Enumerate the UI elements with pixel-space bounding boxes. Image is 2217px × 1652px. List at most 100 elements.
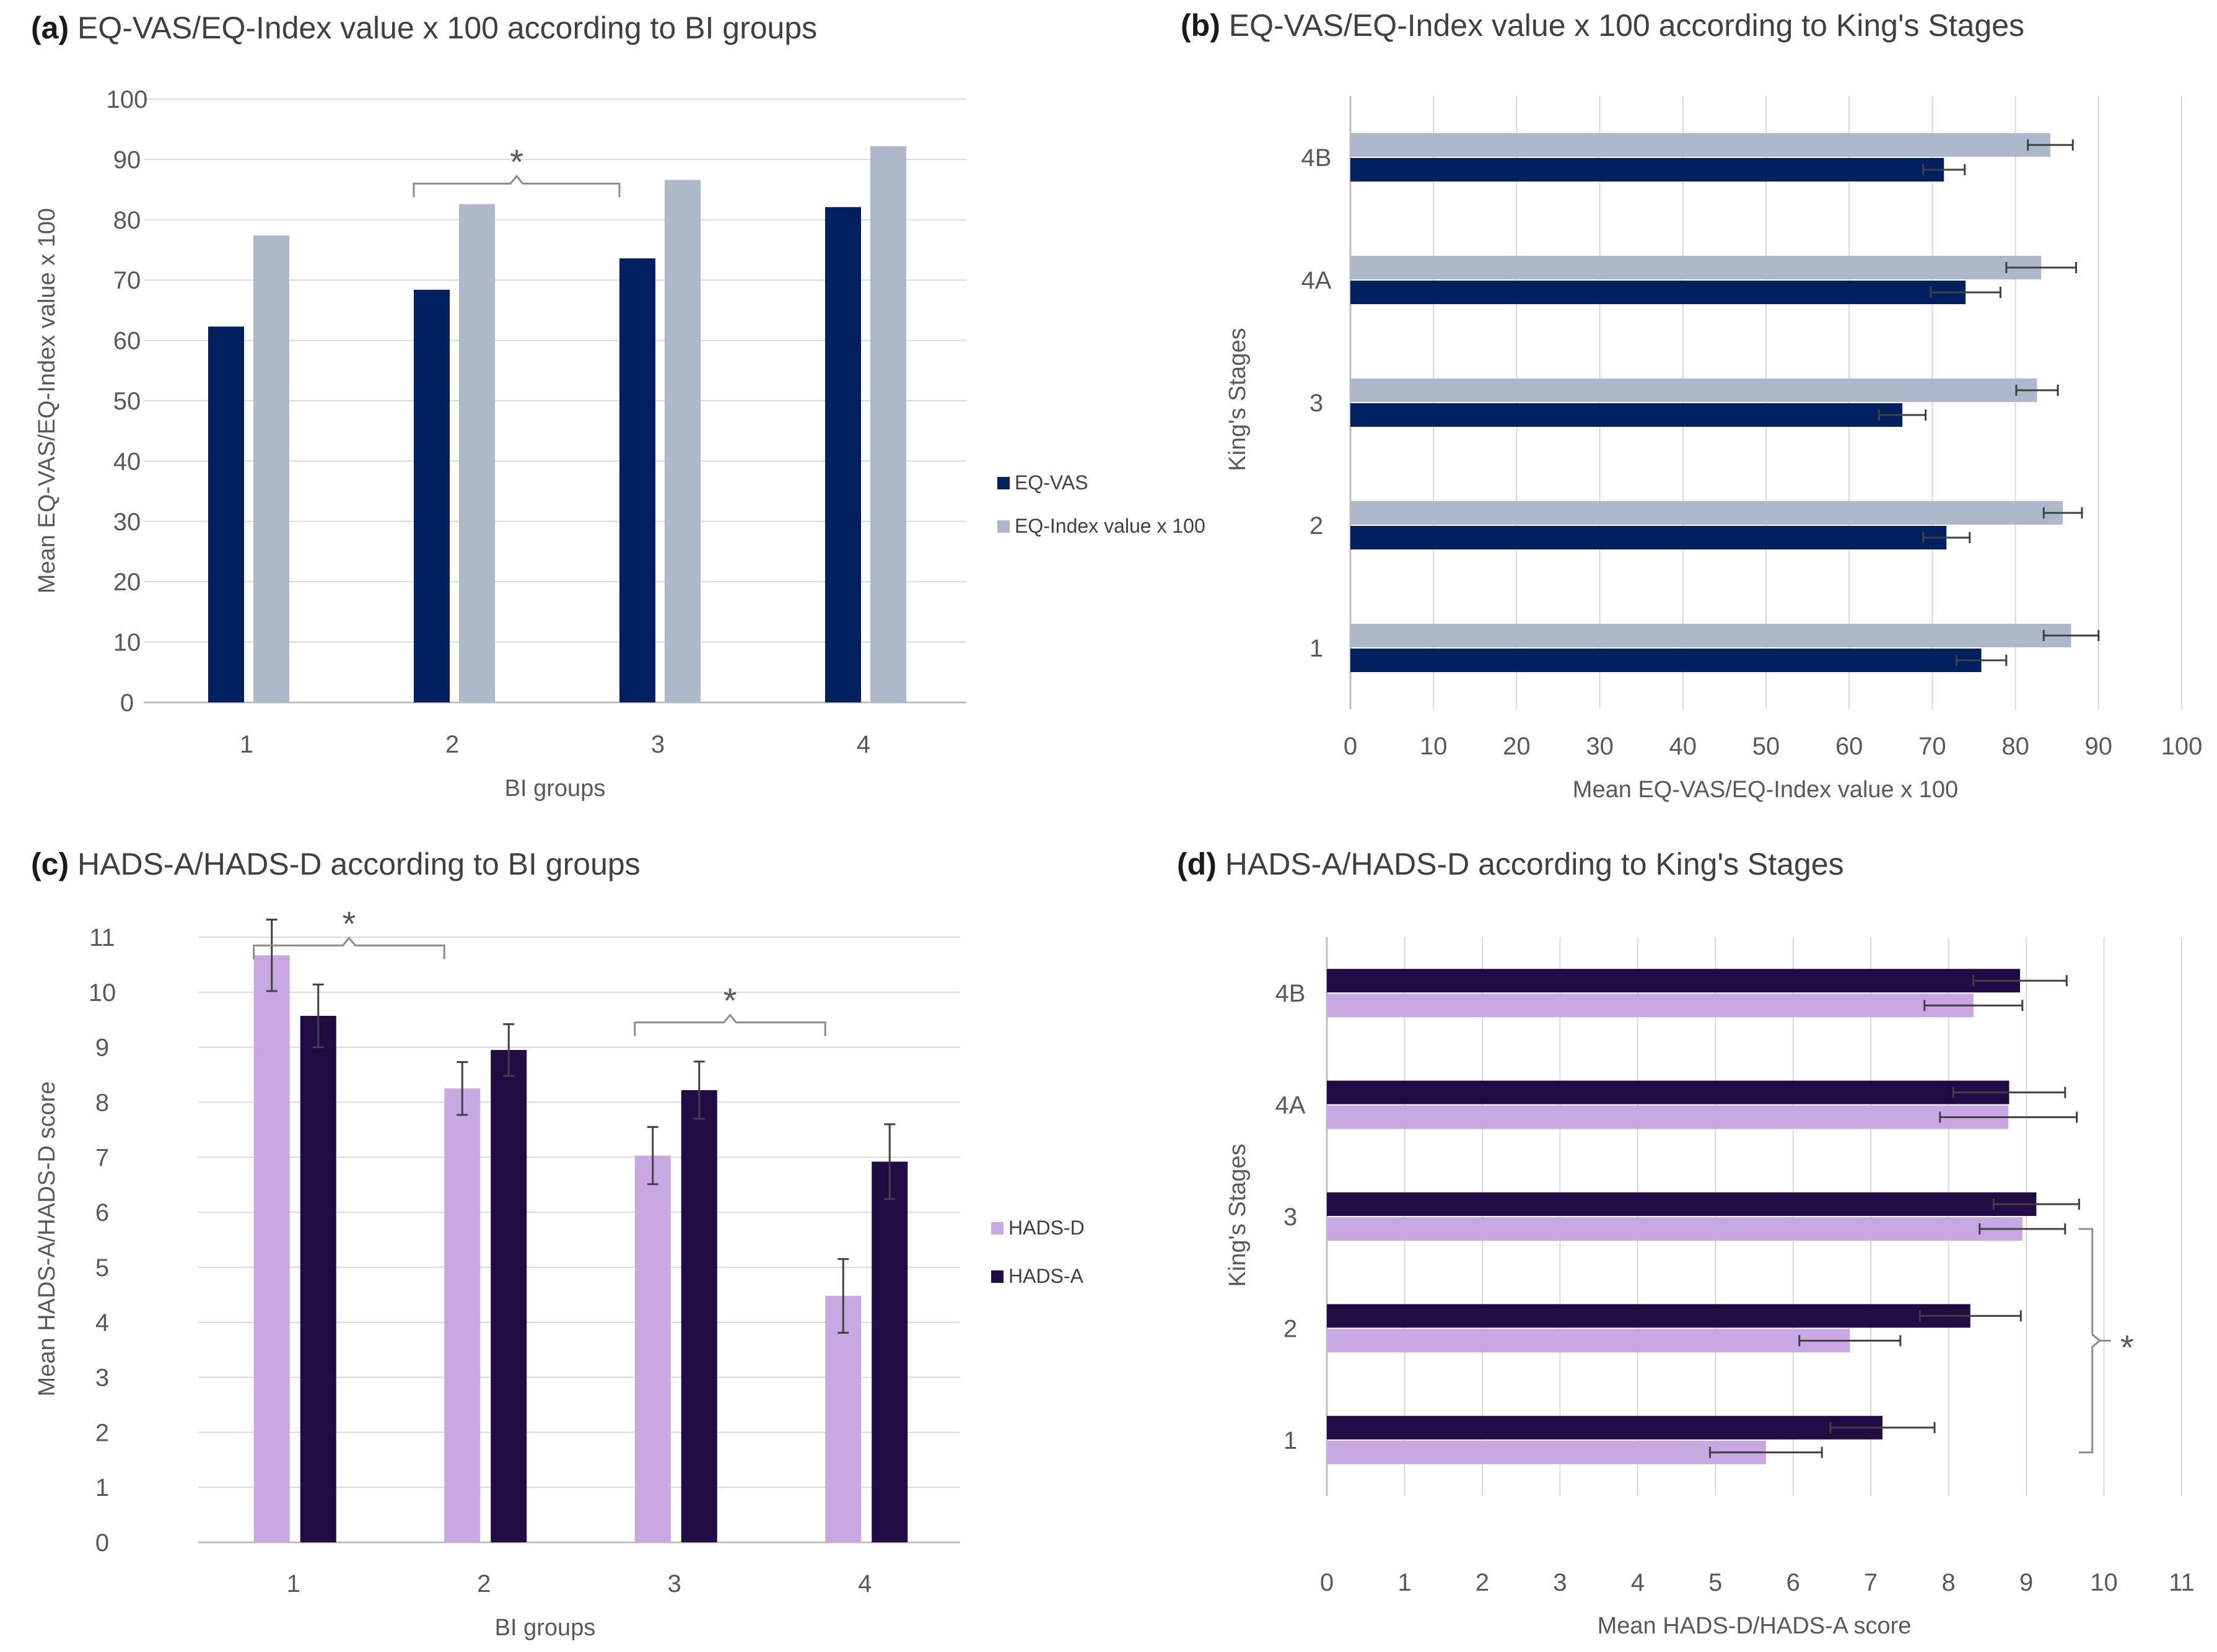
x-tick-label: 70 (1918, 733, 1946, 760)
title-space (69, 11, 77, 45)
x-tick-label: 100 (2161, 733, 2203, 760)
bar (459, 204, 495, 702)
y-tick-label: 90 (113, 146, 141, 173)
y-tick-label: 60 (113, 328, 141, 355)
y-tick-label: 70 (113, 267, 141, 294)
x-axis-title: Mean HADS-D/HADS-A score (1598, 1613, 1912, 1639)
y-axis-title: King's Stages (1225, 328, 1251, 471)
y-tick-label: 4B (1275, 980, 1306, 1007)
y-tick-label: 3 (1310, 390, 1323, 417)
x-tick-label: 4 (857, 731, 870, 758)
bar (634, 1155, 671, 1542)
bar (681, 1090, 717, 1542)
title-text: HADS-A/HADS-D according to BI groups (77, 847, 641, 881)
bar (1327, 1440, 1766, 1464)
x-tick-label: 1 (287, 1570, 300, 1597)
x-axis-title: Mean EQ-VAS/EQ-Index value x 100 (1573, 777, 1958, 803)
y-tick-label: 7 (95, 1144, 109, 1171)
x-tick-label: 3 (651, 731, 665, 758)
y-tick-label: 4A (1275, 1092, 1306, 1119)
legend-swatch (991, 1222, 1004, 1235)
chart-title: (d) HADS-A/HADS-D according to King's St… (1177, 847, 1844, 881)
bar (665, 180, 701, 702)
x-tick-label: 9 (2019, 1569, 2033, 1596)
x-tick-label: 0 (1344, 733, 1357, 760)
bar (1350, 501, 2063, 525)
y-tick-label: 100 (107, 86, 148, 113)
x-tick-label: 11 (2169, 1569, 2195, 1596)
y-axis-title: King's Stages (1225, 1143, 1251, 1287)
x-tick-label: 7 (1864, 1569, 1878, 1596)
y-tick-label: 0 (120, 689, 134, 717)
y-tick-label: 8 (95, 1089, 109, 1116)
y-tick-label: 4A (1301, 267, 1332, 294)
y-tick-label: 10 (89, 979, 116, 1007)
title-text: HADS-A/HADS-D according to King's Stages (1225, 847, 1844, 881)
chart-title: (a) EQ-VAS/EQ-Index value x 100 accordin… (31, 11, 817, 45)
bar (444, 1088, 481, 1542)
bar (1327, 1415, 1882, 1440)
legend-label: HADS-A (1008, 1265, 1084, 1287)
bar (414, 289, 450, 702)
panel-label: (d) (1177, 847, 1217, 881)
x-tick-label: 8 (1942, 1569, 1956, 1596)
y-tick-label: 11 (89, 924, 115, 951)
x-tick-label: 20 (1503, 733, 1531, 760)
y-tick-label: 3 (1283, 1204, 1297, 1231)
bar (1350, 378, 2037, 402)
chart-title: (c) HADS-A/HADS-D according to BI groups (31, 847, 641, 881)
y-tick-label: 10 (113, 629, 141, 657)
x-tick-label: 40 (1669, 733, 1697, 760)
significance-star: * (510, 142, 523, 181)
x-tick-label: 2 (445, 731, 459, 758)
y-tick-label: 2 (95, 1419, 109, 1446)
bar (619, 258, 655, 702)
bar (1350, 649, 1982, 672)
bar (1327, 994, 1974, 1018)
significance-bracket (2078, 1228, 2102, 1454)
x-tick-label: 4 (858, 1570, 872, 1597)
x-tick-label: 80 (2001, 733, 2029, 760)
bar (253, 235, 289, 702)
x-tick-label: 1 (240, 731, 253, 758)
title-space (1220, 8, 1229, 43)
bar (1327, 969, 2021, 993)
x-tick-label: 3 (668, 1570, 681, 1597)
title-text: EQ-VAS/EQ-Index value x 100 according to… (77, 11, 817, 45)
x-axis-title: BI groups (505, 776, 606, 802)
x-tick-label: 10 (1420, 733, 1448, 760)
legend-label: EQ-VAS (1015, 471, 1088, 494)
bar (870, 146, 906, 703)
bar (1350, 624, 2071, 647)
y-tick-label: 40 (113, 448, 141, 475)
y-tick-label: 4B (1301, 144, 1332, 172)
title-text: EQ-VAS/EQ-Index value x 100 according to… (1229, 8, 2024, 43)
bar (1327, 1080, 2009, 1104)
y-tick-label: 50 (113, 388, 141, 415)
bar (1350, 133, 2050, 157)
significance-bracket (634, 1013, 826, 1036)
bar (1350, 158, 1944, 181)
bar (1350, 403, 1903, 427)
x-axis-title: BI groups (495, 1615, 596, 1641)
title-space (69, 847, 77, 881)
bar (1327, 1105, 2009, 1129)
y-tick-label: 0 (95, 1529, 109, 1557)
x-tick-label: 5 (1708, 1569, 1722, 1596)
bar (825, 1296, 862, 1542)
title-space (1217, 847, 1225, 881)
x-tick-label: 1 (1397, 1569, 1411, 1596)
y-tick-label: 6 (95, 1199, 109, 1226)
x-tick-label: 90 (2085, 733, 2113, 760)
y-tick-label: 5 (95, 1254, 109, 1282)
x-tick-label: 3 (1553, 1569, 1567, 1596)
y-tick-label: 20 (113, 569, 141, 596)
y-tick-label: 1 (1310, 635, 1323, 662)
y-tick-label: 3 (95, 1365, 109, 1392)
y-axis-title: Mean HADS-A/HADS-D score (34, 1082, 60, 1397)
bar (491, 1050, 527, 1542)
bar (1350, 526, 1947, 549)
bar (1327, 1304, 1970, 1328)
legend-swatch (997, 520, 1010, 533)
bar (1327, 1217, 2022, 1241)
